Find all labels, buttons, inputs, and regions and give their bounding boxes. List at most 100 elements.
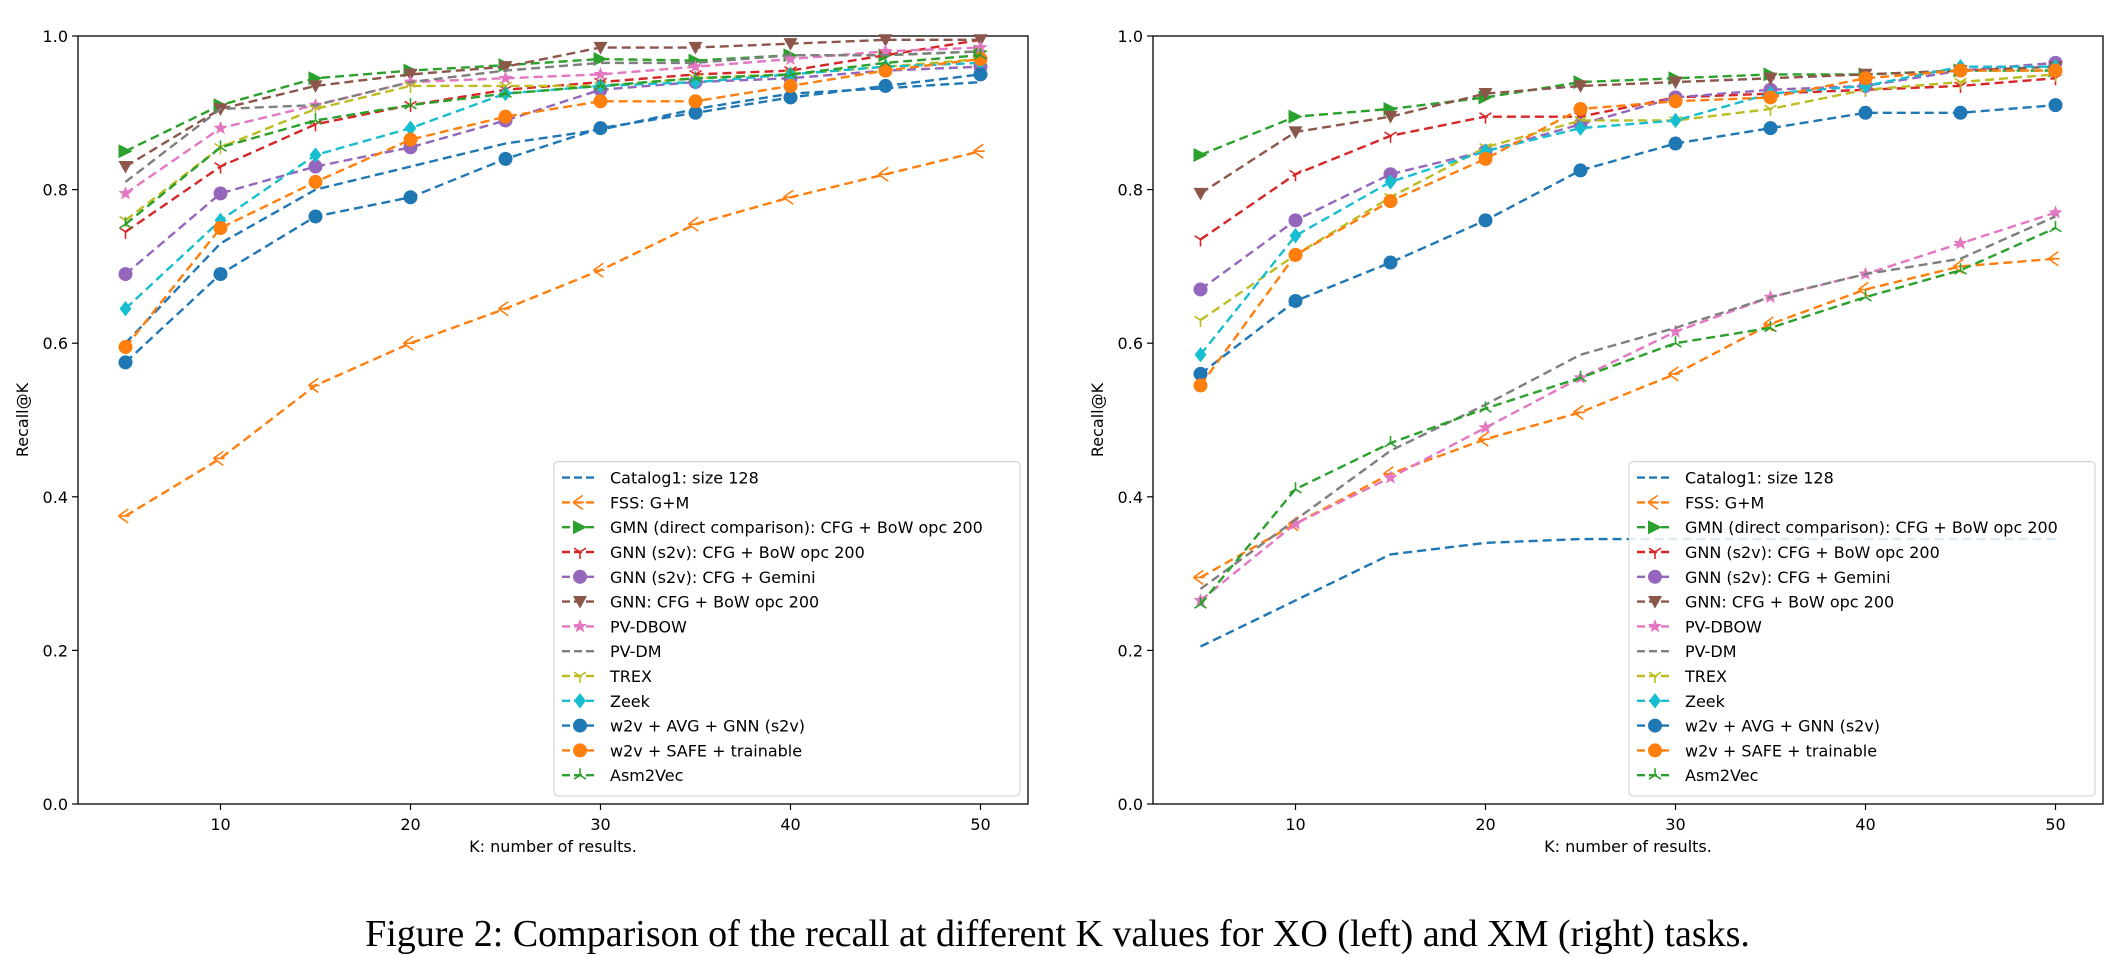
data-point: [1669, 112, 1682, 129]
series-line: [1199, 69, 2056, 387]
data-point: [118, 186, 133, 200]
legend-marker: [573, 768, 587, 780]
data-point: [1384, 131, 1397, 143]
data-point: [498, 109, 513, 124]
legend-entry: GNN (s2v): CFG + BoW opc 200: [1637, 543, 1940, 562]
series-line: [124, 150, 981, 518]
series-7: [124, 50, 981, 183]
series-line: [124, 80, 981, 345]
data-point: [878, 78, 893, 93]
legend-marker: [573, 743, 587, 758]
data-point: [308, 159, 323, 174]
series-line: [1199, 65, 2056, 356]
legend-entry: GNN (s2v): CFG + BoW opc 200: [562, 543, 865, 562]
series-12: [119, 48, 987, 229]
legend-marker: [573, 569, 587, 584]
legend-box: [553, 461, 1021, 797]
legend-entry: GNN: CFG + BoW opc 200: [562, 593, 819, 612]
data-point: [213, 267, 228, 282]
legend-marker: [573, 520, 587, 535]
data-point: [404, 120, 417, 136]
data-point: [1194, 315, 1207, 328]
legend-entry: Zeek: [562, 692, 651, 711]
data-point: [1288, 293, 1303, 308]
x-tick-label: 10: [210, 815, 230, 834]
data-point: [1764, 104, 1777, 116]
x-tick-label: 40: [780, 815, 800, 834]
data-point: [1288, 126, 1303, 139]
series-group: [1193, 55, 2063, 648]
data-point: [1478, 420, 1493, 434]
data-point: [119, 300, 132, 317]
data-point: [213, 186, 228, 201]
data-point: [1668, 94, 1683, 109]
data-point: [1193, 148, 1208, 163]
data-point: [214, 212, 227, 229]
legend-label: PV-DM: [610, 642, 662, 661]
data-point: [1288, 247, 1303, 262]
data-point: [1384, 174, 1397, 190]
legend-marker: [573, 619, 587, 633]
data-point: [214, 140, 227, 152]
data-point: [119, 217, 132, 229]
y-axis-label: Recall@K: [13, 382, 32, 457]
series-7: [1199, 215, 2056, 590]
data-point: [1289, 227, 1302, 244]
data-point: [1193, 282, 1208, 297]
data-point: [1573, 163, 1588, 178]
data-point: [118, 144, 133, 159]
data-point: [1383, 255, 1398, 270]
data-point: [1573, 404, 1585, 420]
series-10: [1193, 98, 2063, 381]
legend-label: TREX: [609, 667, 652, 686]
legend-entry: GMN (direct comparison): CFG + BoW opc 2…: [562, 518, 983, 537]
x-axis-label: K: number of results.: [1544, 837, 1712, 856]
data-point: [214, 142, 227, 155]
legend-entry: GNN: CFG + BoW opc 200: [1637, 593, 1894, 612]
legend-entry: w2v + AVG + GNN (s2v): [1637, 717, 1880, 736]
legend-box: [1628, 461, 2096, 797]
legend-marker: [574, 693, 586, 709]
legend-entry: TREX: [562, 667, 652, 686]
data-point: [499, 86, 512, 99]
y-tick-label: 1.0: [43, 27, 68, 46]
legend-marker: [1648, 619, 1662, 633]
data-point: [213, 450, 225, 467]
chart-right-xm: 0.0 0.2 0.4 0.6 0.8 1.0 10 20 30 40 50 K: number of…: [1075, 0, 2115, 884]
legend-label: Zeek: [610, 692, 651, 711]
data-point: [1573, 80, 1588, 93]
series-line: [1199, 257, 2056, 579]
legend-label: GNN (s2v): CFG + BoW opc 200: [1685, 543, 1940, 562]
legend-label: GNN (s2v): CFG + BoW opc 200: [610, 543, 865, 562]
plot-frame: [1152, 35, 2104, 805]
series-4: [118, 59, 988, 282]
legend-marker: [1648, 547, 1662, 559]
series-line: [1199, 65, 2056, 195]
y-tick-label: 0.6: [43, 334, 68, 353]
chart-left-xo: 0.0 0.2 0.4 0.6 0.8 1.0 10 20 30 40 50 K: number of…: [0, 0, 1040, 884]
data-point: [783, 51, 798, 65]
series-line: [1199, 226, 2056, 606]
legend-entry: w2v + SAFE + trainable: [1637, 741, 1877, 760]
data-point: [2048, 251, 2060, 267]
series-line: [124, 65, 981, 275]
data-point: [308, 80, 323, 93]
data-point: [783, 90, 798, 105]
series-12: [1194, 221, 2062, 609]
y-tick-label: 0.8: [1118, 181, 1143, 200]
legend-marker: [1648, 768, 1662, 780]
x-tick-label: 20: [1475, 815, 1495, 834]
data-point: [1668, 76, 1683, 90]
legend-label: GNN: CFG + BoW opc 200: [1685, 593, 1894, 612]
series-11: [1193, 63, 2063, 393]
data-point: [1858, 281, 1870, 298]
data-point: [973, 40, 988, 54]
series-group: [118, 34, 988, 524]
series-line: [1199, 77, 2056, 241]
data-point: [593, 67, 608, 81]
legend-entry: FSS: G+M: [1637, 493, 1764, 512]
data-point: [593, 41, 608, 55]
series-line: [124, 38, 981, 233]
data-point: [308, 174, 323, 189]
data-point: [593, 262, 605, 278]
